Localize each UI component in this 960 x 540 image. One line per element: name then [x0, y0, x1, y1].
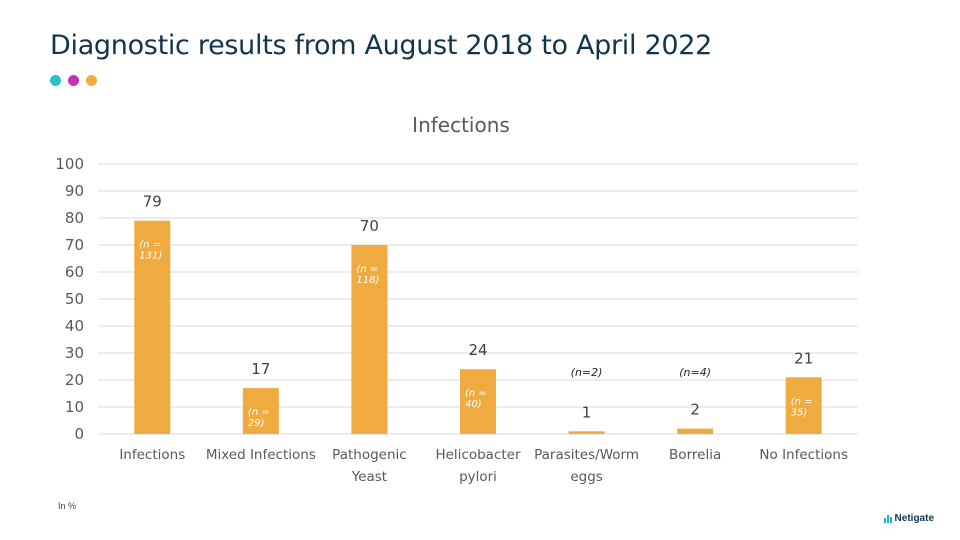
- x-tick-label: Parasites/Worm eggs: [534, 447, 639, 485]
- dot-magenta: [68, 75, 79, 86]
- brand-logo: Netigate: [883, 513, 934, 524]
- dot-teal: [50, 75, 61, 86]
- dot-orange: [86, 75, 97, 86]
- bar: [568, 431, 605, 434]
- y-tick-label: 90: [65, 182, 84, 200]
- data-label: 79: [143, 193, 162, 211]
- y-tick-label: 70: [65, 236, 84, 254]
- x-tick-label: No Infections: [759, 447, 848, 463]
- n-annotation: (n = 118): [356, 264, 379, 286]
- data-label: 17: [251, 360, 270, 378]
- bar: [351, 245, 388, 434]
- bar: [134, 220, 171, 434]
- n-annotation: (n = 29): [248, 407, 270, 429]
- n-annotation: (n = 40): [465, 388, 487, 410]
- y-tick-label: 80: [65, 209, 84, 227]
- y-tick-label: 30: [65, 344, 84, 362]
- data-label: 1: [582, 403, 592, 421]
- x-tick-label: Mixed Infections: [206, 447, 316, 463]
- y-tick-label: 50: [65, 290, 84, 308]
- x-tick-label: Borrelia: [669, 447, 721, 463]
- x-tick-label: Helicobacter pylori: [435, 447, 521, 485]
- y-tick-label: 0: [74, 425, 84, 443]
- data-label: 24: [468, 341, 487, 359]
- n-annotation: (n=4): [679, 366, 711, 379]
- chart-title: Infections: [412, 113, 510, 137]
- n-annotation: (n=2): [571, 366, 603, 379]
- decorative-dots: [50, 75, 97, 86]
- y-tick-label: 100: [55, 155, 84, 173]
- bar: [677, 428, 714, 434]
- page-title: Diagnostic results from August 2018 to A…: [50, 30, 713, 61]
- n-annotation: (n = 35): [791, 396, 813, 418]
- y-tick-label: 60: [65, 263, 84, 281]
- bar: [785, 377, 822, 434]
- n-annotation: (n = 131): [139, 240, 162, 262]
- y-tick-label: 10: [65, 398, 84, 416]
- y-tick-label: 40: [65, 317, 84, 335]
- y-tick-label: 20: [65, 371, 84, 389]
- bar: [460, 369, 496, 434]
- x-tick-label: Pathogenic Yeast: [332, 447, 407, 485]
- brand-name: Netigate: [894, 513, 934, 524]
- data-label: 21: [794, 349, 813, 367]
- data-label: 2: [690, 401, 700, 419]
- netigate-icon: [883, 514, 892, 523]
- x-tick-label: Infections: [119, 447, 185, 463]
- unit-footnote: In %: [58, 501, 77, 511]
- bar: [242, 388, 279, 434]
- data-label: 70: [360, 217, 379, 235]
